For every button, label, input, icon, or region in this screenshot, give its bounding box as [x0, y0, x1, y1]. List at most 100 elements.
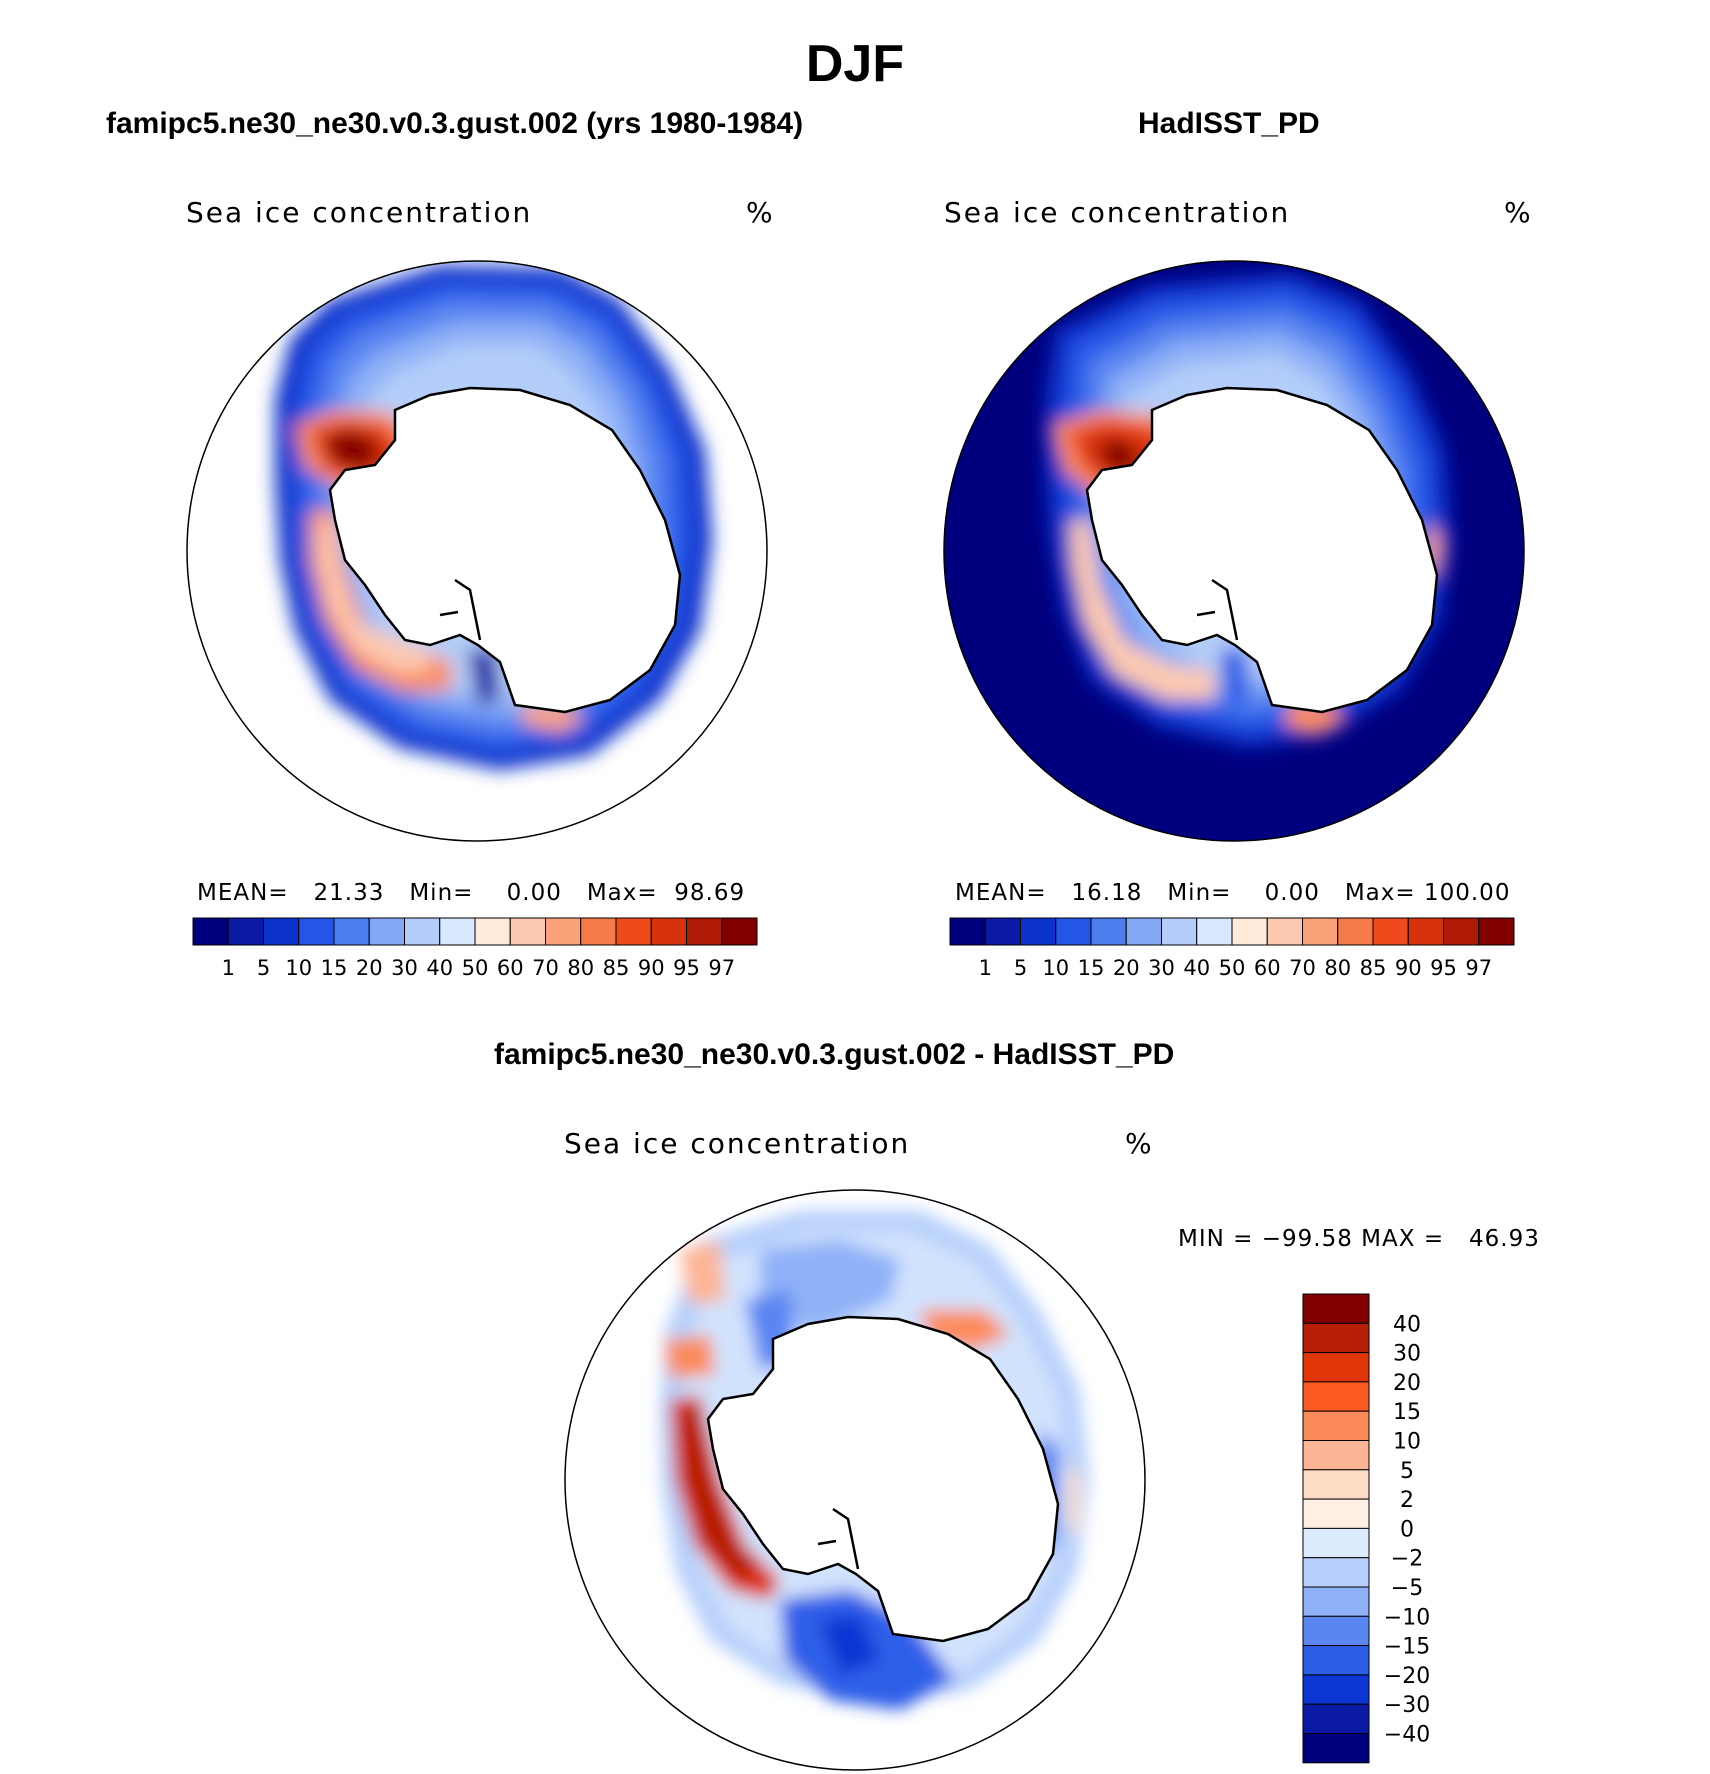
diff-colorbar-swatch-5 [1302, 1440, 1370, 1471]
diff-colorbar-swatch-7 [1302, 1498, 1370, 1529]
panel-obs-variable: Sea ice concentration [944, 196, 1291, 229]
model-colorbar-label-9: 70 [532, 956, 559, 980]
diff-colorbar-swatch-13 [1302, 1674, 1370, 1705]
model-colorbar-label-2: 10 [285, 956, 312, 980]
model-colorbar-swatch-6 [404, 917, 441, 946]
obs-colorbar-swatch-12 [1372, 917, 1409, 946]
diff-colorbar-label-14: −40 [1384, 1723, 1430, 1748]
diff-colorbar-swatch-2 [1302, 1352, 1370, 1383]
model-colorbar-label-5: 30 [391, 956, 418, 980]
diff-colorbar-label-11: −15 [1384, 1635, 1430, 1660]
obs-colorbar-swatch-15 [1478, 917, 1515, 946]
obs-colorbar-label-14: 97 [1465, 956, 1492, 980]
obs-colorbar-label-11: 85 [1360, 956, 1387, 980]
obs-colorbar-label-7: 50 [1219, 956, 1246, 980]
model-coastline [328, 386, 682, 714]
model-colorbar-swatch-9 [509, 917, 546, 946]
model-colorbar-label-10: 80 [567, 956, 594, 980]
diff-colorbar-swatch-3 [1302, 1381, 1370, 1412]
model-colorbar-label-1: 5 [257, 956, 270, 980]
diff-colorbar-label-13: −30 [1384, 1693, 1430, 1718]
obs-colorbar-label-5: 30 [1148, 956, 1175, 980]
obs-colorbar-label-12: 90 [1395, 956, 1422, 980]
model-colorbar-label-12: 90 [638, 956, 665, 980]
panel-obs-heading: HadISST_PD [1138, 107, 1320, 140]
panel-model-stats: MEAN= 21.33 Min= 0.00 Max= 98.69 [197, 880, 746, 906]
diff-colorbar-swatch-11 [1302, 1615, 1370, 1647]
diff-colorbar-swatch-8 [1302, 1527, 1370, 1559]
obs-colorbar-swatch-3 [1055, 917, 1092, 946]
obs-colorbar-swatch-5 [1125, 917, 1162, 946]
obs-colorbar-label-8: 60 [1254, 956, 1281, 980]
model-colorbar-label-8: 60 [497, 956, 524, 980]
model-colorbar-swatch-0 [192, 917, 229, 946]
obs-colorbar-swatch-2 [1020, 917, 1057, 946]
model-colorbar-swatch-13 [650, 917, 687, 946]
model-colorbar-swatch-2 [263, 917, 300, 946]
model-colorbar-label-13: 95 [673, 956, 700, 980]
model-colorbar-label-7: 50 [462, 956, 489, 980]
model-continent [330, 388, 680, 712]
diff-colorbar-swatch-14 [1302, 1703, 1370, 1735]
diff-colorbar-label-5: 5 [1400, 1459, 1414, 1484]
model-colorbar-swatch-12 [615, 917, 652, 946]
obs-colorbar-label-2: 10 [1042, 956, 1069, 980]
panel-obs-stats: MEAN= 16.18 Min= 0.00 Max= 100.00 [955, 880, 1511, 906]
model-colorbar-swatch-11 [580, 917, 617, 946]
diff-colorbar-swatch-6 [1302, 1469, 1370, 1500]
diff-colorbar-swatch-4 [1302, 1410, 1370, 1441]
diff-colorbar-swatch-0 [1302, 1293, 1370, 1324]
panel-model-unit: % [746, 196, 775, 229]
obs-colorbar-label-10: 80 [1324, 956, 1351, 980]
diff-coastline [706, 1315, 1060, 1643]
model-colorbar-label-14: 97 [708, 956, 735, 980]
obs-colorbar-swatch-8 [1231, 917, 1268, 946]
panel-diff-stats: MIN = −99.58 MAX = 46.93 [1178, 1226, 1540, 1252]
obs-map-border [943, 260, 1525, 842]
model-colorbar-swatch-8 [474, 917, 511, 946]
model-colorbar-label-6: 40 [426, 956, 453, 980]
diff-colorbar-swatch-1 [1302, 1322, 1370, 1354]
model-colorbar-swatch-4 [333, 917, 370, 946]
panel-diff-variable: Sea ice concentration [564, 1127, 911, 1160]
diff-colorbar-label-8: −2 [1391, 1547, 1423, 1572]
model-colorbar-swatch-5 [368, 917, 405, 946]
obs-colorbar-swatch-10 [1302, 917, 1339, 946]
diff-colorbar-label-12: −20 [1384, 1664, 1430, 1689]
obs-colorbar-label-13: 95 [1430, 956, 1457, 980]
panel-diff-unit: % [1125, 1127, 1154, 1160]
diff-colorbar-swatch-12 [1302, 1645, 1370, 1676]
diff-colorbar-label-7: 0 [1400, 1517, 1414, 1542]
model-colorbar-swatch-1 [227, 917, 264, 946]
diff-colorbar-label-4: 10 [1393, 1430, 1421, 1455]
panel-obs-unit: % [1504, 196, 1533, 229]
model-colorbar-label-11: 85 [603, 956, 630, 980]
obs-colorbar-label-6: 40 [1183, 956, 1210, 980]
obs-colorbar-swatch-14 [1443, 917, 1480, 946]
diff-colorbar-label-6: 2 [1400, 1488, 1414, 1513]
obs-colorbar-swatch-7 [1196, 917, 1233, 946]
obs-colorbar-label-0: 1 [979, 956, 992, 980]
obs-ross-ice [1070, 520, 1215, 700]
model-colorbar: 1 5 10 15 20 30 40 50 60 70 80 85 90 95 97 [192, 917, 758, 980]
diff-map-border [564, 1189, 1146, 1771]
model-map-border [186, 260, 768, 842]
panel-diff-heading: famipc5.ne30_ne30.v0.3.gust.002 - HadISS… [494, 1038, 1175, 1071]
obs-colorbar-swatch-0 [949, 917, 986, 946]
obs-colorbar-label-3: 15 [1078, 956, 1105, 980]
model-colorbar-swatch-14 [686, 917, 723, 946]
diff-colorbar-label-9: −5 [1391, 1576, 1423, 1601]
obs-colorbar-swatch-13 [1407, 917, 1444, 946]
obs-colorbar-swatch-1 [984, 917, 1021, 946]
obs-coastline [1085, 386, 1439, 714]
panel-model-heading: famipc5.ne30_ne30.v0.3.gust.002 (yrs 198… [106, 107, 804, 140]
model-ross-ice [310, 510, 452, 692]
obs-colorbar-swatch-11 [1337, 917, 1374, 946]
obs-colorbar-label-4: 20 [1113, 956, 1140, 980]
model-colorbar-label-4: 20 [356, 956, 383, 980]
diff-colorbar-label-0: 40 [1393, 1312, 1421, 1337]
